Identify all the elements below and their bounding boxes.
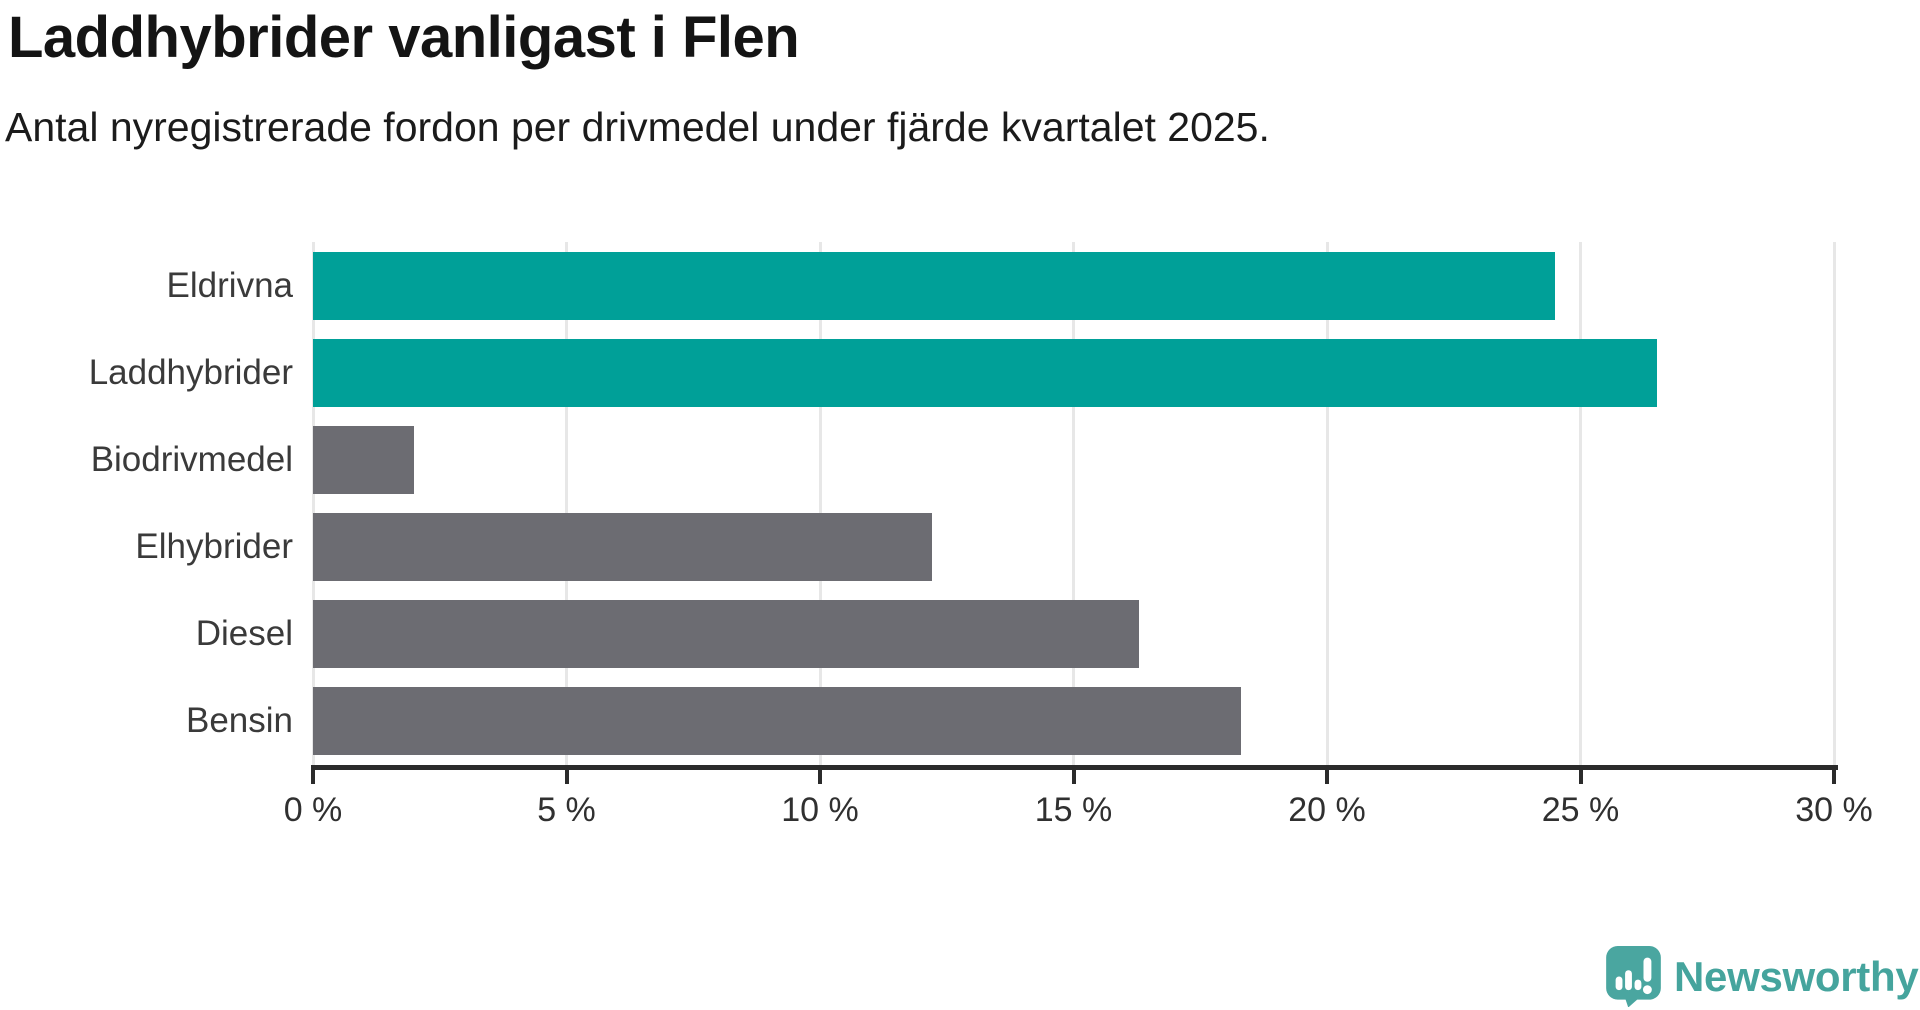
x-axis-tick-label: 15 % [1034, 791, 1113, 829]
gridline [565, 242, 568, 765]
speech-bubble-bar-chart-exclamation-icon [1606, 946, 1661, 1007]
category-label: Laddhybrider [88, 352, 293, 392]
bar-biodrivmedel [313, 425, 415, 494]
bar-eldrivna [313, 251, 1556, 320]
chart-title: Laddhybrider vanligast i Flen [8, 5, 800, 70]
brand-name: Newsworthy [1674, 952, 1919, 1000]
x-axis-tick [1325, 765, 1329, 784]
category-label: Eldrivna [166, 265, 293, 305]
category-label: Biodrivmedel [90, 439, 293, 479]
bar-laddhybrider [313, 338, 1657, 407]
x-axis-tick-label: 20 % [1288, 791, 1366, 829]
x-axis-tick [818, 765, 822, 784]
x-axis-tick-label: 10 % [781, 791, 859, 829]
x-axis-tick [1071, 765, 1076, 784]
newsworthy-logo: Newsworthy [1606, 946, 1919, 1007]
x-axis-tick-label: 5 % [537, 791, 596, 829]
gridline [1325, 242, 1329, 765]
x-axis-tick-label: 0 % [283, 791, 343, 829]
gridline [1579, 242, 1582, 765]
gridline [818, 242, 822, 765]
x-axis-tick [311, 765, 315, 784]
category-label: Elhybrider [135, 527, 293, 567]
bar-elhybrider [313, 513, 932, 582]
category-label: Bensin [185, 701, 293, 741]
x-axis-tick-label: 30 % [1795, 791, 1873, 829]
gridline [1072, 242, 1075, 765]
x-axis-tick [1578, 765, 1583, 784]
bar-diesel [313, 600, 1140, 669]
bar-bensin [313, 687, 1241, 756]
gridline [1832, 242, 1836, 765]
x-axis-tick [564, 765, 569, 784]
chart-subtitle: Antal nyregistrerade fordon per drivmede… [5, 104, 1270, 150]
x-axis-tick [1832, 765, 1836, 784]
x-axis-tick-label: 25 % [1541, 791, 1620, 829]
category-label: Diesel [195, 614, 293, 654]
gridline [311, 242, 315, 765]
